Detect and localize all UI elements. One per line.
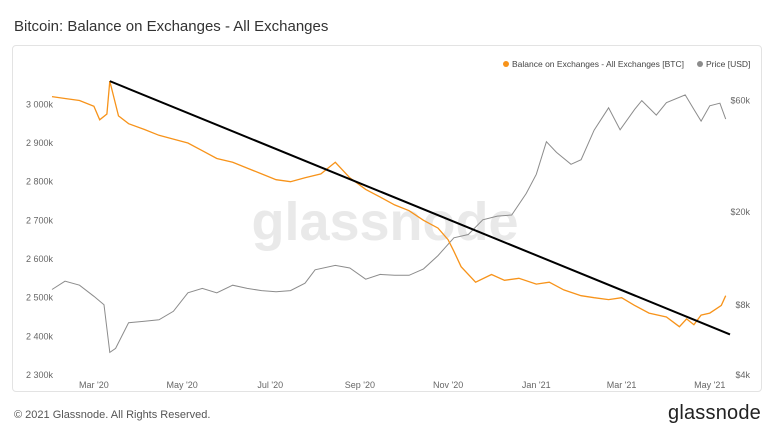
copyright: © 2021 Glassnode. All Rights Reserved.: [14, 409, 211, 421]
trendline: [109, 80, 731, 336]
price-series-line: [51, 94, 727, 354]
y-axis-left: 2 300k 2 400k 2 500k 2 600k 2 700k 2 800k 2 90…: [26, 99, 54, 380]
y-right-tick-label: $8k: [735, 300, 750, 310]
legend-price-label[interactable]: Price [USD]: [706, 59, 750, 69]
legend-balance-label[interactable]: Balance on Exchanges - All Exchanges [BT…: [512, 59, 684, 69]
y-left-tick-label: 2 800k: [26, 177, 54, 187]
x-tick-label: May '21: [694, 380, 725, 390]
legend: Balance on Exchanges - All Exchanges [BT…: [503, 59, 750, 69]
x-tick-label: Nov '20: [433, 380, 463, 390]
x-tick-label: Jul '20: [257, 380, 283, 390]
y-left-tick-label: 2 300k: [26, 370, 54, 380]
x-tick-label: May '20: [166, 380, 197, 390]
y-left-tick-label: 3 000k: [26, 99, 54, 109]
y-left-tick-label: 2 900k: [26, 138, 54, 148]
page-title: Bitcoin: Balance on Exchanges - All Exch…: [14, 18, 329, 35]
x-tick-label: Sep '20: [345, 380, 375, 390]
y-left-tick-label: 2 500k: [26, 293, 54, 303]
x-tick-label: Mar '20: [79, 380, 109, 390]
x-axis: Mar '20 May '20 Jul '20 Sep '20 Nov '20 Jan '…: [79, 380, 725, 390]
y-left-tick-label: 2 400k: [26, 331, 54, 341]
legend-price-dot: [697, 61, 703, 67]
watermark: glassnode: [251, 192, 518, 252]
y-right-tick-label: $20k: [730, 207, 750, 217]
y-left-tick-label: 2 600k: [26, 254, 54, 264]
legend-balance-dot: [503, 61, 509, 67]
glassnode-logo[interactable]: glassnode: [668, 402, 761, 424]
balance-series-line: [51, 80, 727, 328]
y-axis-right: $4k $8k $20k $60k: [730, 96, 750, 380]
x-tick-label: Mar '21: [607, 380, 637, 390]
y-left-tick-label: 2 700k: [26, 215, 54, 225]
y-right-tick-label: $4k: [735, 370, 750, 380]
x-tick-label: Jan '21: [522, 380, 551, 390]
chart-card: [12, 45, 762, 392]
y-right-tick-label: $60k: [730, 96, 750, 106]
